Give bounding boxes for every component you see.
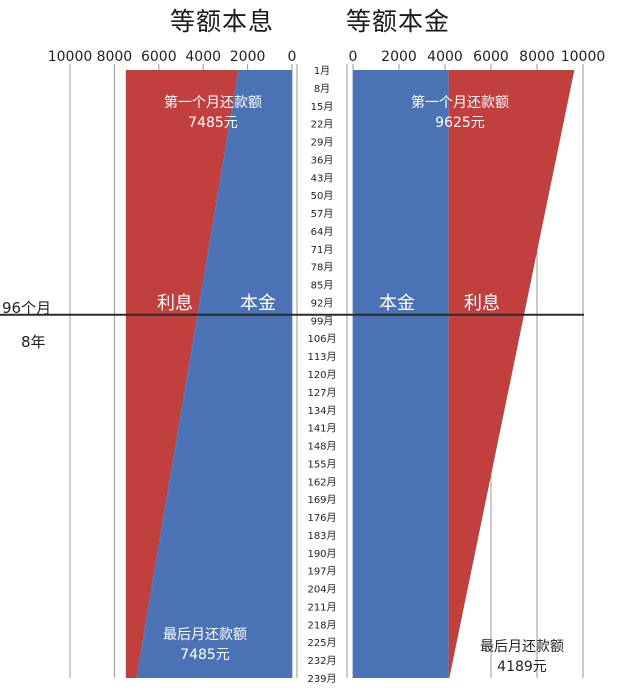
right-x-tick-label: 8000 [519, 49, 555, 65]
left-principal-label: 本金 [240, 293, 276, 314]
left-x-tick-label: 10000 [48, 49, 93, 65]
month-tick-label: 239月 [307, 673, 336, 685]
month-tick-label: 43月 [311, 172, 334, 184]
right-principal-label: 本金 [379, 293, 415, 314]
month-tick-label: 148月 [307, 441, 336, 453]
month-tick-label: 85月 [311, 280, 334, 292]
left-last-month-value: 7485元 [180, 647, 230, 663]
month-tick-label: 232月 [307, 655, 336, 667]
right-principal-area [353, 70, 449, 678]
marker-months-label: 96个月 [2, 299, 52, 317]
right-x-tick-label: 6000 [473, 49, 509, 65]
left-interest-label: 利息 [157, 293, 193, 314]
right-x-tick-label: 10000 [561, 49, 606, 65]
right-x-tick-label: 2000 [381, 49, 417, 65]
marker-years-label: 8年 [21, 333, 46, 351]
month-tick-label: 211月 [307, 601, 336, 613]
left-first-month-value: 7485元 [188, 115, 238, 131]
month-tick-label: 36月 [311, 154, 334, 166]
month-tick-label: 106月 [307, 333, 336, 345]
month-tick-label: 155月 [307, 458, 336, 470]
month-tick-label: 1月 [314, 65, 330, 77]
month-tick-label: 71月 [311, 244, 334, 256]
month-tick-label: 141月 [307, 423, 336, 435]
month-tick-label: 15月 [311, 101, 334, 113]
month-tick-label: 176月 [307, 512, 336, 524]
month-tick-label: 218月 [307, 619, 336, 631]
month-tick-label: 127月 [307, 387, 336, 399]
right-chart-title: 等额本金 [346, 7, 451, 36]
left-x-tick-label: 8000 [97, 49, 133, 65]
month-tick-label: 134月 [307, 405, 336, 417]
month-tick-label: 162月 [307, 476, 336, 488]
left-last-month-label: 最后月还款额 [163, 627, 247, 643]
month-tick-label: 64月 [311, 226, 334, 238]
right-first-month-value: 9625元 [435, 115, 485, 131]
right-x-tick-label: 4000 [427, 49, 463, 65]
month-tick-label: 57月 [311, 208, 334, 220]
left-principal-area [136, 70, 292, 678]
left-x-tick-label: 6000 [141, 49, 177, 65]
month-tick-label: 78月 [311, 262, 334, 274]
month-tick-label: 8月 [314, 83, 330, 95]
right-interest-label: 利息 [464, 293, 500, 314]
month-tick-label: 22月 [311, 119, 334, 131]
month-tick-label: 99月 [311, 315, 334, 327]
left-interest-area [125, 70, 239, 678]
month-tick-label: 50月 [311, 190, 334, 202]
month-tick-label: 169月 [307, 494, 336, 506]
month-tick-label: 183月 [307, 530, 336, 542]
right-interest-area [448, 70, 575, 678]
left-x-tick-label: 0 [288, 49, 297, 65]
month-tick-label: 29月 [311, 137, 334, 149]
month-tick-label: 225月 [307, 637, 336, 649]
left-x-tick-label: 4000 [185, 49, 221, 65]
left-chart-title: 等额本息 [170, 7, 275, 36]
right-last-month-label: 最后月还款额 [480, 639, 564, 655]
month-tick-label: 204月 [307, 584, 336, 596]
right-x-tick-label: 0 [349, 49, 358, 65]
month-tick-label: 92月 [311, 297, 334, 309]
month-tick-label: 197月 [307, 566, 336, 578]
left-x-tick-label: 2000 [230, 49, 266, 65]
month-tick-label: 190月 [307, 548, 336, 560]
month-tick-label: 113月 [307, 351, 336, 363]
left-first-month-label: 第一个月还款额 [164, 94, 262, 111]
right-first-month-label: 第一个月还款额 [411, 94, 509, 111]
right-last-month-value: 4189元 [497, 659, 547, 675]
month-tick-label: 120月 [307, 369, 336, 381]
